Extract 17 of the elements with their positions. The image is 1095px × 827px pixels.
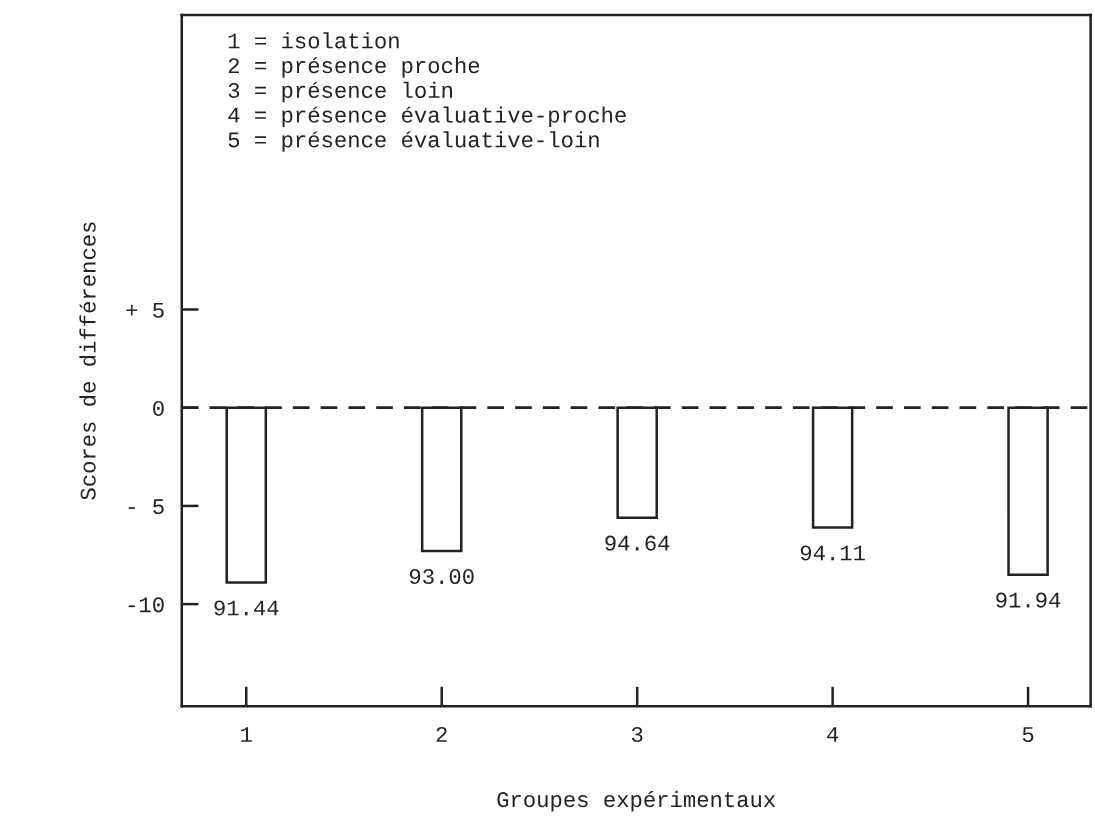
x-tick-label: 1	[241, 727, 252, 742]
x-tick-label: 5	[1022, 727, 1034, 743]
annotation: 91.44	[214, 600, 279, 616]
y-tick-label: + 5	[126, 302, 164, 318]
annotation: 91.94	[996, 592, 1061, 608]
annotation: 94.64	[605, 535, 670, 551]
annotation: 93.00	[409, 569, 474, 585]
y-tick-label: - 5	[128, 499, 164, 515]
x-axis-title: Groupes expérimentaux	[497, 790, 776, 812]
x-tick-label: 4	[827, 727, 839, 742]
x-tick-label: 3	[631, 726, 643, 743]
annotation: 1 = isolation 2 = présence proche 3 = présence loin 4 = présence évaluative-proche 5 = présence évaluative-loin	[228, 32, 626, 152]
y-axis-title: Scores de différences	[79, 222, 96, 500]
y-tick-label: -10	[128, 597, 164, 613]
x-tick-label: 2	[436, 726, 447, 742]
annotation: 94.11	[800, 545, 865, 561]
y-tick-label: 0	[153, 400, 164, 416]
